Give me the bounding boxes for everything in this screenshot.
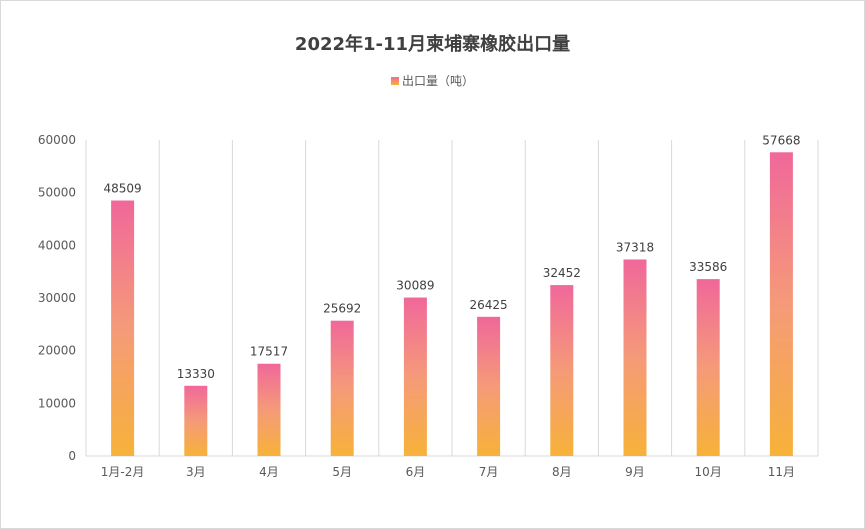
y-tick-label: 10000 xyxy=(38,396,76,410)
bar xyxy=(257,363,281,456)
data-label: 26425 xyxy=(470,298,508,312)
y-tick-label: 30000 xyxy=(38,291,76,305)
bar xyxy=(769,152,793,456)
data-label: 32452 xyxy=(543,266,581,280)
bar xyxy=(330,320,354,456)
x-tick-label: 7月 xyxy=(479,465,499,479)
bar xyxy=(623,259,647,456)
grid-lines xyxy=(85,140,819,457)
legend-swatch xyxy=(390,77,399,85)
y-tick-label: 40000 xyxy=(38,238,76,252)
data-labels: 48509 13330 17517 25692 30089 26425 32452 37318… xyxy=(104,133,801,381)
chart-legend: 出口量（吨） xyxy=(0,72,865,89)
bar xyxy=(477,316,501,456)
x-tick-label: 11月 xyxy=(768,465,795,479)
chart-title: 2022年1-11月柬埔寨橡胶出口量 xyxy=(294,34,571,55)
bar xyxy=(550,285,574,456)
x-tick-label: 5月 xyxy=(332,465,352,479)
data-label: 33586 xyxy=(689,260,727,274)
data-label: 37318 xyxy=(616,240,654,254)
bars xyxy=(111,152,793,456)
bar xyxy=(111,200,135,456)
x-axis: 1月-2月 3月 4月 5月 6月 7月 8月 9月 10月 11月 xyxy=(101,465,795,479)
bar xyxy=(403,297,427,456)
bar xyxy=(184,385,208,456)
x-tick-label: 10月 xyxy=(695,465,722,479)
y-tick-label: 60000 xyxy=(38,133,76,147)
data-label: 57668 xyxy=(762,133,800,147)
x-tick-label: 4月 xyxy=(259,465,279,479)
legend-label: 出口量（吨） xyxy=(401,74,474,88)
x-tick-label: 8月 xyxy=(552,465,572,479)
y-tick-label: 20000 xyxy=(38,344,76,358)
data-label: 30089 xyxy=(396,279,434,293)
y-axis: 0 10000 20000 30000 40000 50000 60000 xyxy=(38,133,76,463)
x-tick-label: 1月-2月 xyxy=(101,465,145,479)
bar xyxy=(696,279,720,456)
data-label: 13330 xyxy=(177,367,215,381)
data-label: 25692 xyxy=(323,302,361,316)
y-tick-label: 50000 xyxy=(38,186,76,200)
x-tick-label: 6月 xyxy=(406,465,426,479)
data-label: 48509 xyxy=(104,182,142,196)
y-tick-label: 0 xyxy=(68,449,76,463)
x-tick-label: 9月 xyxy=(625,465,645,479)
data-label: 17517 xyxy=(250,345,288,359)
x-tick-label: 3月 xyxy=(186,465,206,479)
